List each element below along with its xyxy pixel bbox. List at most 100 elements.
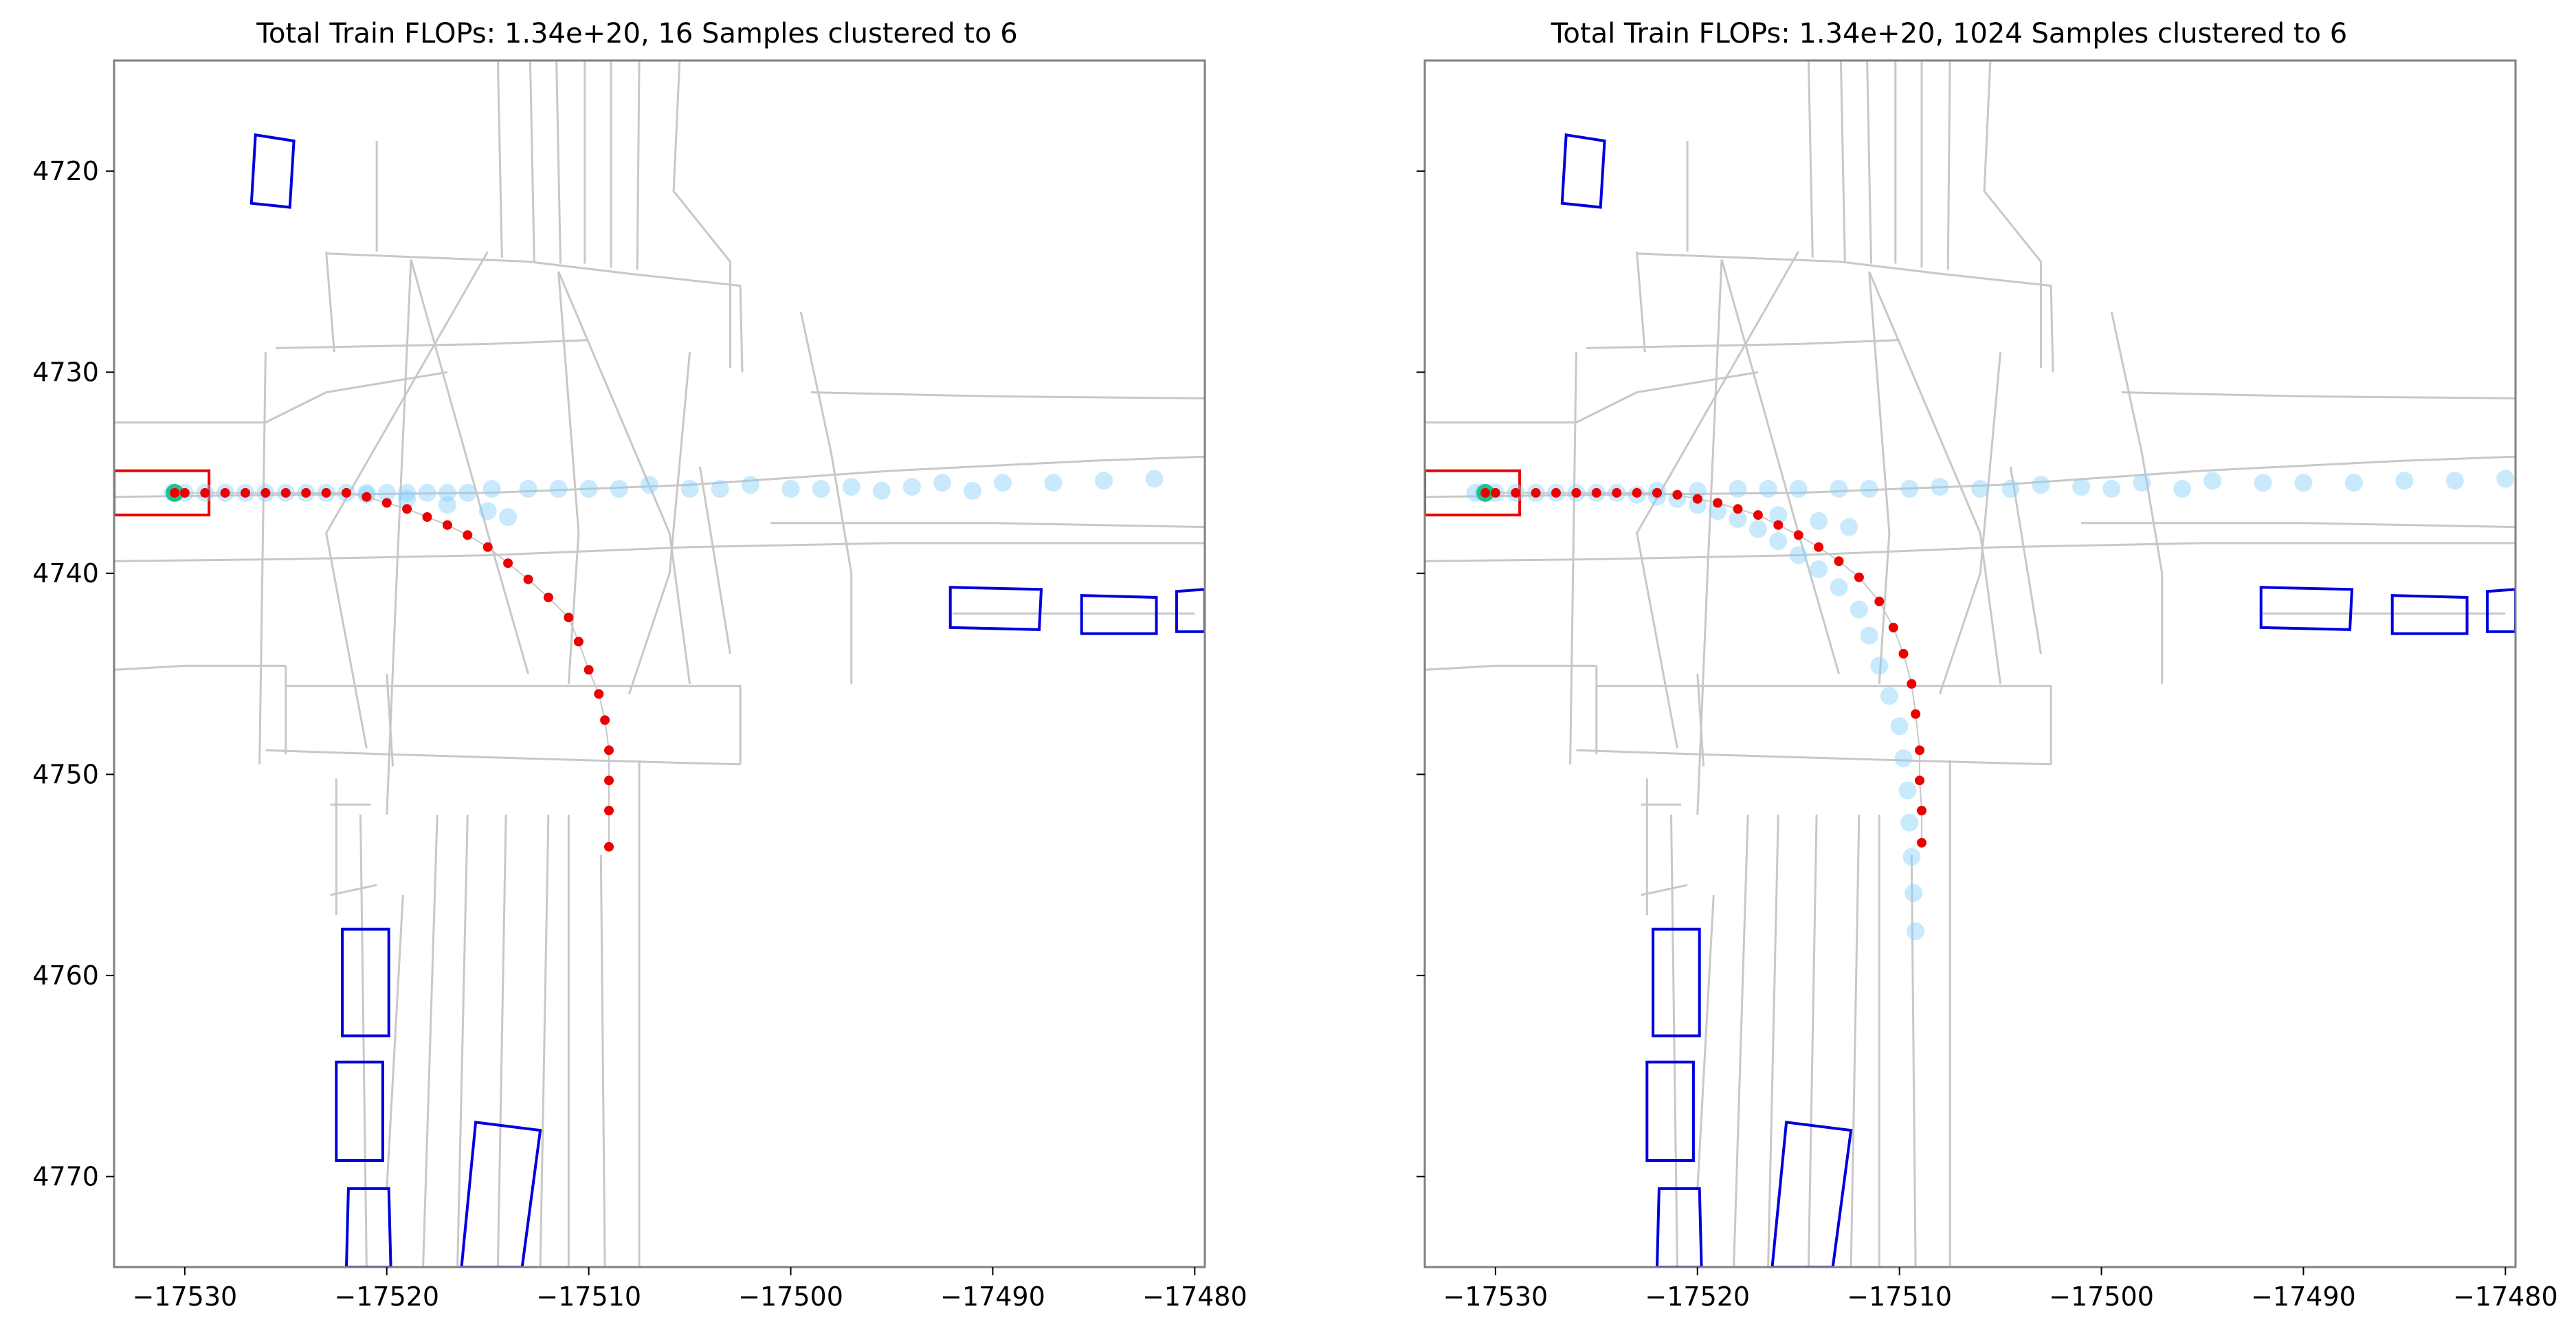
sample-point bbox=[398, 490, 417, 508]
agent-vehicle-box bbox=[2390, 594, 2469, 635]
sample-point bbox=[1880, 687, 1898, 705]
sample-point bbox=[842, 478, 860, 496]
sample-point bbox=[2001, 480, 2020, 498]
trajectory-point bbox=[241, 487, 250, 498]
agent-vehicle-box bbox=[460, 1121, 542, 1267]
trajectory-point bbox=[260, 487, 271, 498]
x-tick-label: −17520 bbox=[1645, 1282, 1750, 1312]
sample-point bbox=[1890, 717, 1909, 736]
agent-vehicle-box bbox=[344, 1187, 392, 1267]
trajectory-point bbox=[170, 487, 180, 498]
agent-vehicle-box bbox=[335, 1060, 384, 1162]
sample-point bbox=[640, 476, 658, 494]
map-lane-line bbox=[599, 855, 606, 1267]
trajectory-point bbox=[280, 487, 291, 498]
sample-point bbox=[1907, 922, 1925, 940]
trajectory-point bbox=[1888, 622, 1898, 632]
map-lane-line bbox=[1938, 351, 2002, 694]
sample-point bbox=[438, 483, 456, 502]
sample-point bbox=[438, 496, 456, 514]
sample-point bbox=[1971, 480, 1990, 498]
sample-point bbox=[781, 480, 800, 498]
sample-point bbox=[2395, 472, 2414, 490]
y-tick-label: 4760 bbox=[32, 960, 99, 991]
trajectory-point bbox=[1907, 679, 1917, 689]
map-lane-line bbox=[386, 894, 404, 1189]
left-subplot-title: Total Train FLOPs: 1.34e+20, 16 Samples … bbox=[256, 18, 1017, 50]
trajectory-point bbox=[179, 487, 190, 498]
sample-point bbox=[1709, 502, 1727, 520]
sample-point bbox=[1748, 520, 1767, 538]
sample-point bbox=[964, 481, 981, 500]
sample-point bbox=[2445, 472, 2464, 490]
map-lane-line bbox=[770, 522, 1205, 529]
sample-point bbox=[377, 483, 396, 502]
sample-point bbox=[2294, 474, 2313, 492]
agent-vehicle-box bbox=[249, 133, 296, 209]
map-lane-line bbox=[330, 883, 377, 896]
y-tick-label: 4730 bbox=[32, 357, 99, 387]
map-lane-line bbox=[1696, 894, 1715, 1189]
map-lane-line bbox=[1425, 542, 2516, 562]
trajectory-point bbox=[1591, 487, 1601, 498]
trajectory-point bbox=[1915, 776, 1924, 786]
sample-point bbox=[1044, 474, 1063, 492]
trajectory-point bbox=[594, 689, 604, 699]
map-lane-line bbox=[1839, 60, 1846, 262]
trajectory-point bbox=[1753, 510, 1763, 520]
trajectory-point bbox=[1490, 487, 1500, 498]
plot-content bbox=[114, 60, 1205, 1267]
map-lane-line bbox=[456, 814, 469, 1267]
sample-point bbox=[1898, 781, 1917, 800]
x-tick-label: −17500 bbox=[738, 1282, 843, 1312]
map-lane-line bbox=[285, 685, 742, 764]
trajectory-point bbox=[321, 487, 331, 498]
trajectory-point bbox=[523, 574, 533, 584]
sample-point bbox=[478, 502, 497, 520]
trajectory-point bbox=[1733, 504, 1743, 514]
sample-point bbox=[1902, 848, 1921, 866]
sample-point bbox=[610, 480, 628, 498]
agent-vehicle-box bbox=[948, 586, 1043, 631]
map-lane-line bbox=[1586, 339, 1900, 349]
sample-point bbox=[1830, 578, 1848, 597]
left-subplot: Total Train FLOPs: 1.34e+20, 16 Samples … bbox=[32, 18, 1247, 1312]
sample-point bbox=[1810, 560, 1828, 578]
ego-vehicle-box bbox=[114, 469, 211, 517]
trajectory-point bbox=[1692, 494, 1702, 504]
map-lane-line bbox=[2121, 391, 2516, 399]
sample-point bbox=[1145, 470, 1164, 488]
sample-point bbox=[1095, 472, 1113, 490]
trajectory-point bbox=[1834, 556, 1844, 566]
sample-point bbox=[1894, 749, 1913, 767]
trajectory-point bbox=[604, 842, 614, 852]
sample-point bbox=[1860, 626, 1878, 645]
sample-point bbox=[2032, 476, 2050, 494]
x-tick-label: −17490 bbox=[940, 1282, 1045, 1312]
agent-vehicle-box bbox=[1770, 1121, 1853, 1267]
sample-point bbox=[1840, 518, 1858, 536]
agent-vehicle-box bbox=[1175, 588, 1205, 633]
sample-point bbox=[1900, 480, 1919, 498]
axes-frame bbox=[113, 59, 1206, 1268]
trajectory-point bbox=[1911, 709, 1921, 719]
sample-point bbox=[1850, 600, 1868, 619]
trajectory-point bbox=[1531, 487, 1541, 498]
sample-point bbox=[741, 476, 759, 494]
trajectory-point bbox=[1898, 648, 1909, 659]
sample-point bbox=[1870, 657, 1889, 675]
trajectory-point bbox=[1612, 487, 1622, 498]
trajectory-point bbox=[442, 520, 452, 530]
trajectory-point bbox=[220, 487, 230, 498]
agent-vehicle-box bbox=[2485, 588, 2516, 633]
axes-frame bbox=[1423, 59, 2517, 1268]
agent-vehicle-box bbox=[1645, 1060, 1695, 1162]
trajectory-point bbox=[1551, 487, 1561, 498]
sample-point bbox=[680, 480, 699, 498]
map-lane-line bbox=[1425, 664, 1597, 671]
map-lane-line bbox=[1946, 60, 1951, 270]
map-lane-line bbox=[1807, 814, 1818, 1267]
sample-point bbox=[1789, 480, 1808, 498]
trajectory-point bbox=[604, 806, 614, 815]
x-tick-label: −17480 bbox=[1142, 1282, 1247, 1312]
